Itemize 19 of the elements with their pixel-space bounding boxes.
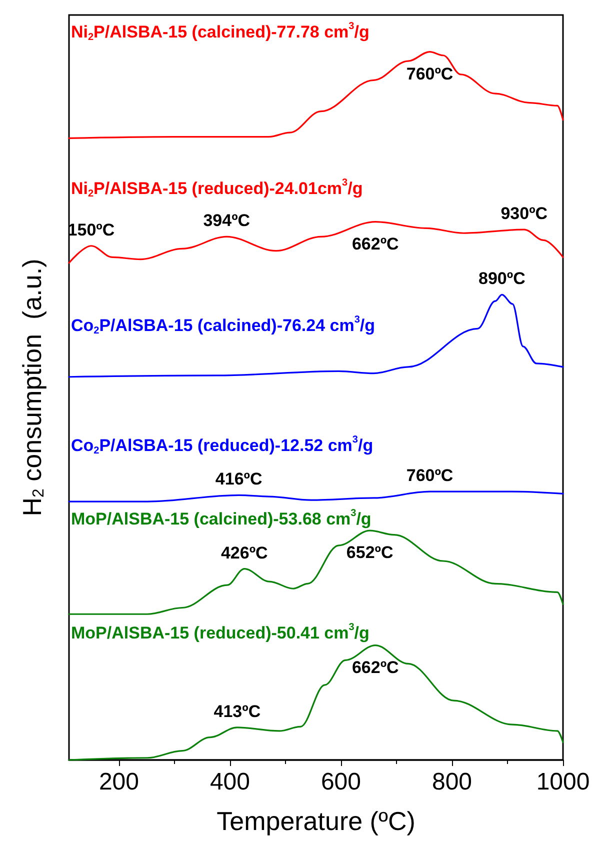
annotation: 652ºC [346, 543, 394, 562]
annotation: 394ºC [203, 211, 250, 230]
annotation: 150ºC [68, 220, 115, 240]
annotation: 930ºC [500, 204, 548, 224]
annotation: 662ºC [352, 234, 399, 254]
annotation: 662ºC [352, 658, 399, 677]
annotation: 760ºC [406, 64, 454, 84]
annotation: 760ºC [406, 466, 454, 486]
x-tick-label: 400 [210, 768, 250, 796]
x-tick-label: 200 [98, 768, 139, 796]
annotation: 426ºC [220, 543, 268, 562]
y-axis-title: H2 consumption (a.u.) [17, 258, 48, 516]
annotation: 413ºC [214, 702, 261, 721]
annotation: 890ºC [478, 269, 526, 288]
x-tick-label: 600 [320, 768, 361, 796]
annotation: 416ºC [215, 470, 262, 489]
x-tick-label: 1000 [536, 768, 590, 796]
x-tick-label: 800 [432, 768, 472, 796]
x-axis-title: Temperature (ºC) [216, 806, 416, 836]
